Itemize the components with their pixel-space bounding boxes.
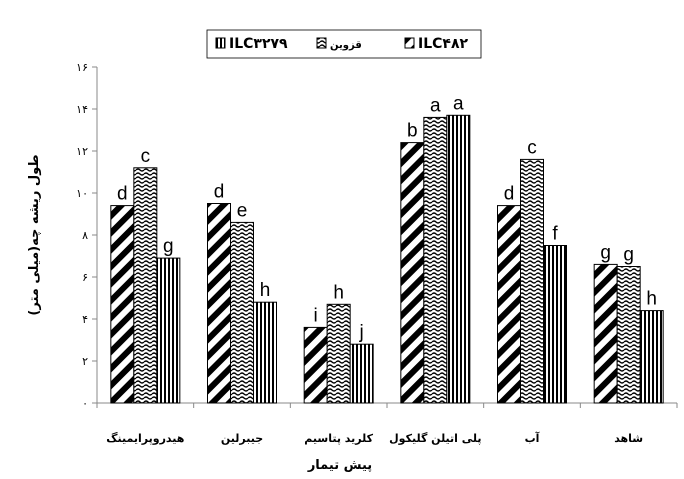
data-label: a xyxy=(453,93,464,114)
y-tick-label: ۱۶ xyxy=(76,61,88,74)
y-tick-label: ۱۴ xyxy=(76,103,88,116)
bar xyxy=(207,203,231,404)
data-label: c xyxy=(527,137,537,158)
y-tick-label: ۱۰ xyxy=(76,187,88,200)
y-tick-label: ۰ xyxy=(82,397,88,410)
data-label: h xyxy=(333,282,344,303)
bar xyxy=(133,167,158,404)
data-label: f xyxy=(552,224,558,245)
bar xyxy=(303,326,328,404)
category-label: آب xyxy=(525,431,540,445)
bar xyxy=(349,343,374,404)
y-tick-label: ۶ xyxy=(82,271,88,284)
bar xyxy=(497,205,521,404)
x-axis-title: پیش تیمار xyxy=(307,458,372,473)
data-label: g xyxy=(600,242,611,263)
y-tick-label: ۸ xyxy=(82,229,88,242)
bar xyxy=(253,301,277,404)
category-label: هیدروپرایمینگ xyxy=(106,431,184,445)
category-label: شاهد xyxy=(614,432,643,445)
bar xyxy=(543,245,567,404)
y-tick-label: ۲ xyxy=(82,355,88,368)
bar xyxy=(326,303,351,404)
category-label: کلرید پتاسیم xyxy=(304,432,373,445)
bar xyxy=(110,205,135,404)
data-label: b xyxy=(407,121,418,142)
data-label: h xyxy=(646,289,657,310)
bar xyxy=(639,310,664,404)
category-label: پلی اتیلن گلیکول xyxy=(389,432,481,445)
data-label: e xyxy=(237,200,248,221)
legend-swatch xyxy=(316,37,327,49)
bar xyxy=(230,221,254,404)
data-label: h xyxy=(260,280,271,301)
bar xyxy=(423,116,448,404)
bar xyxy=(156,257,181,404)
category-label: جیبرلین xyxy=(221,432,263,445)
legend-box xyxy=(206,29,482,59)
legend-label: ILC۴۸۲ xyxy=(418,36,468,52)
data-label: g xyxy=(163,236,174,257)
data-label: c xyxy=(141,146,151,167)
y-axis-title: طول ریشه چه(میلی متر) xyxy=(27,154,42,315)
legend: ILC۳۲۷۹ قزوین ILC۴۸۲ xyxy=(206,29,482,59)
data-label: d xyxy=(117,184,128,205)
bar xyxy=(520,158,544,404)
bar xyxy=(400,142,425,404)
data-label: i xyxy=(314,305,318,326)
data-label: d xyxy=(504,184,515,205)
bar xyxy=(616,266,641,404)
bar xyxy=(446,114,471,404)
y-tick-label: ۴ xyxy=(82,313,88,326)
data-label: a xyxy=(430,95,441,116)
bar xyxy=(593,263,618,404)
data-label: g xyxy=(623,245,634,266)
data-label: d xyxy=(214,182,225,203)
legend-swatch xyxy=(404,37,415,49)
plot-area: ۰۲۴۶۸۱۰۱۲۱۴۱۶dcgهیدروپرایمینگdehجیبرلینi… xyxy=(76,61,678,445)
legend-label: قزوین xyxy=(330,40,362,51)
legend-label: ILC۳۲۷۹ xyxy=(229,36,288,52)
y-tick-label: ۱۲ xyxy=(76,145,88,158)
data-label: j xyxy=(359,322,364,343)
legend-swatch xyxy=(215,37,226,49)
